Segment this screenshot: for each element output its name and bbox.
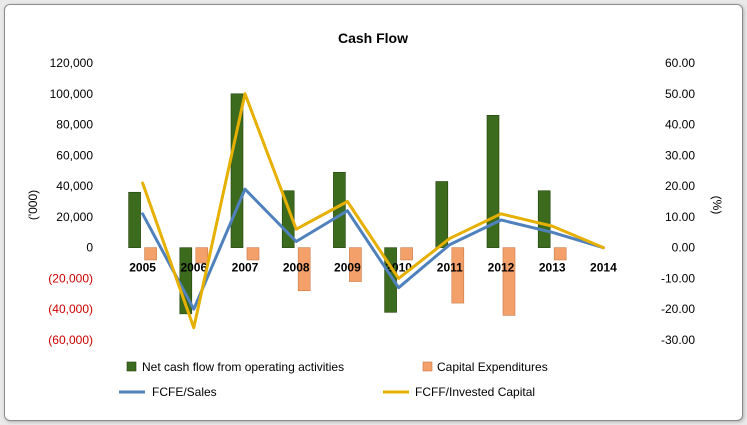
category-label: 2007 [232,261,259,275]
right-axis: 60.00 50.00 40.00 30.00 20.00 10.00 0.00 -10.00… [661,56,695,347]
category-label: 2011 [437,261,463,275]
category-label: 2013 [539,261,566,275]
legend-swatch-operating-cash-flow [126,361,137,372]
bar-operating-cash-flow [537,190,551,248]
bar-capital-expenditures [144,247,157,261]
left-tick-label: (20,000) [48,271,93,285]
left-tick-label: 100,000 [50,87,94,101]
left-tick-label: (60,000) [48,333,93,347]
bar-capital-expenditures [297,247,311,292]
category-label: 2005 [129,261,156,275]
line-series [141,92,605,330]
bar-operating-cash-flow [281,190,295,248]
left-tick-label: 40,000 [56,179,93,193]
legend-label-fcfe-sales: FCFE/Sales [152,385,217,399]
left-tick-label: (40,000) [48,302,93,316]
bar-operating-cash-flow [333,171,346,248]
category-label: 2008 [283,261,310,275]
right-tick-label: 50.00 [665,87,695,101]
chart-frame: Cash Flow ('000) (%) 120,000 100,000 80,00… [4,4,743,421]
bar-capital-expenditures [502,247,516,316]
legend-label-operating-cash-flow: Net cash flow from operating activities [142,360,344,374]
left-tick-label: 60,000 [56,148,93,162]
bar-operating-cash-flow [230,93,244,248]
left-tick-label: 20,000 [56,210,93,224]
bar-capital-expenditures [553,247,567,261]
legend-label-fcff-invested-capital: FCFF/Invested Capital [415,385,535,399]
bar-capital-expenditures [195,247,209,264]
category-label: 2009 [334,261,361,275]
right-tick-label: 30.00 [665,148,695,162]
left-tick-label: 0 [86,241,93,255]
bar-operating-cash-flow [486,115,500,248]
bar-operating-cash-flow [435,181,449,248]
bars [128,93,567,316]
right-tick-label: 40.00 [665,118,695,132]
right-tick-label: -20.00 [661,302,695,316]
category-label: 2014 [590,261,617,275]
right-tick-label: 20.00 [665,179,695,193]
chart-title: Cash Flow [338,30,408,46]
right-tick-label: -30.00 [661,333,695,347]
right-tick-label: 60.00 [665,56,695,70]
category-label: 2006 [180,261,207,275]
left-tick-label: 80,000 [56,118,93,132]
cash-flow-chart: Cash Flow ('000) (%) 120,000 100,000 80,00… [26,30,724,399]
bar-operating-cash-flow [128,191,141,248]
legend-swatch-capital-expenditures [422,361,433,372]
category-labels: 2005 2006 2007 2008 2009 2010 2011 2012 2013 2014 [129,261,617,275]
bar-capital-expenditures [349,247,362,282]
left-axis: 120,000 100,000 80,000 60,000 40,000 20,000 0 (… [48,56,93,347]
left-tick-label: 120,000 [50,56,94,70]
line-fcfe-sales [141,187,605,311]
right-tick-label: 0.00 [672,241,696,255]
right-tick-label: -10.00 [661,271,695,285]
left-axis-title: ('000) [26,190,40,220]
right-axis-title: (%) [710,196,724,215]
bar-capital-expenditures [451,247,465,304]
bar-capital-expenditures [400,247,413,261]
line-fcff-invested-capital [141,92,605,330]
legend-label-capital-expenditures: Capital Expenditures [437,360,548,374]
category-label: 2012 [488,261,515,275]
bar-capital-expenditures [246,247,260,261]
right-tick-label: 10.00 [665,210,695,224]
legend: Net cash flow from operating activities C… [119,360,548,399]
